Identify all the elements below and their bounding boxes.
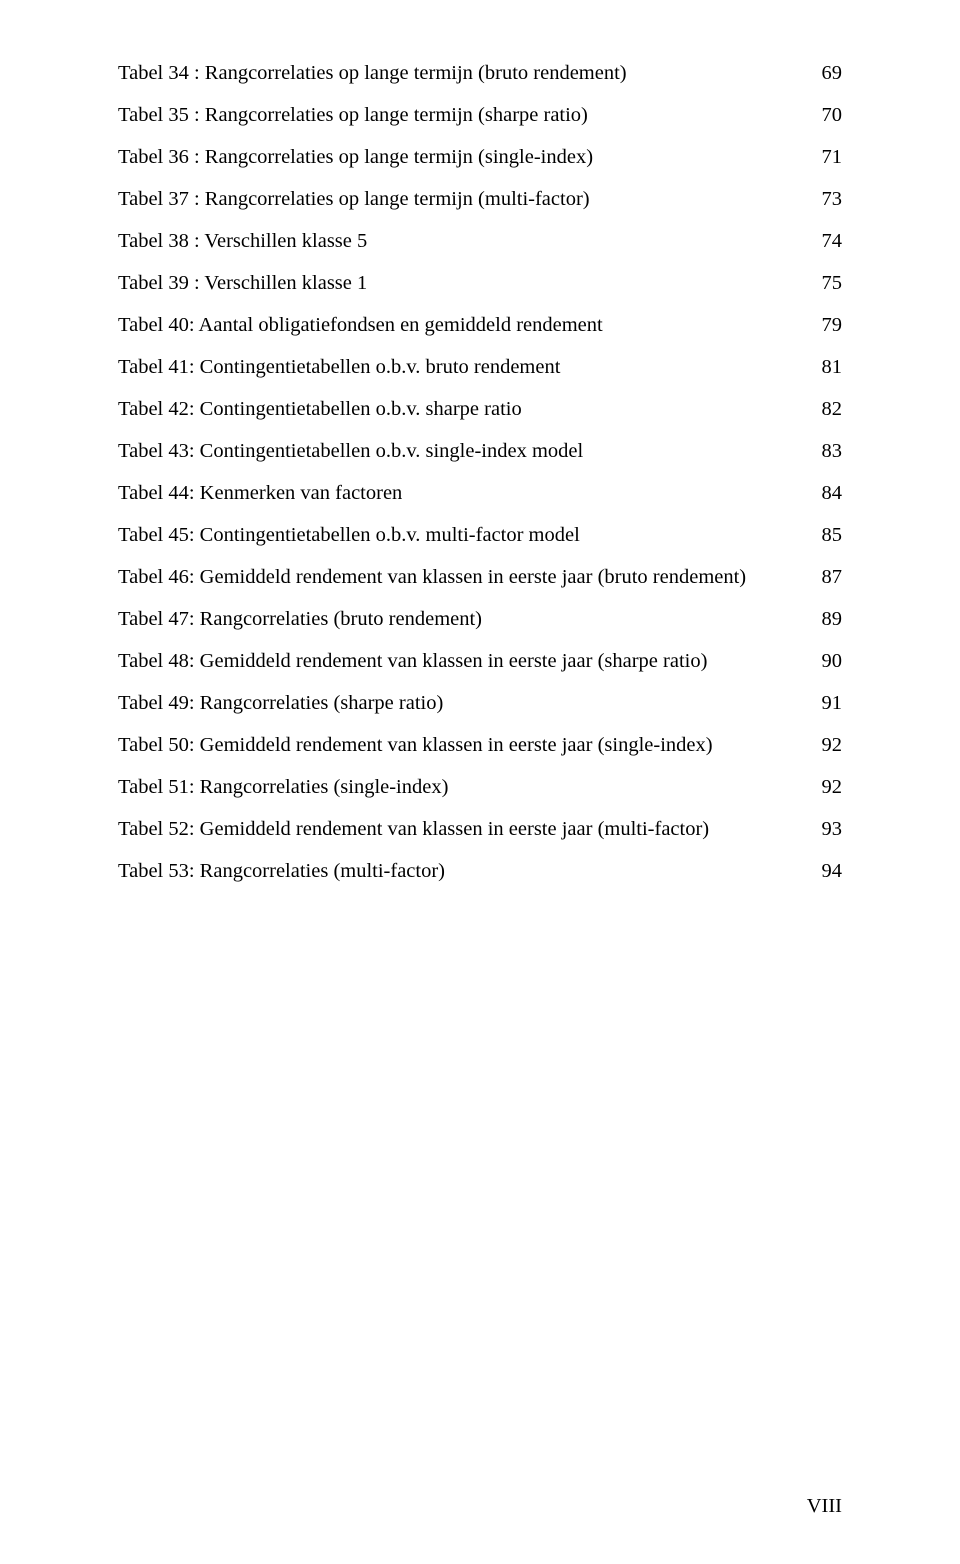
toc-entry: Tabel 45: Contingentietabellen o.b.v. mu… xyxy=(118,514,842,556)
toc-entry-page: 73 xyxy=(802,178,842,220)
toc-entry: Tabel 52: Gemiddeld rendement van klasse… xyxy=(118,808,842,850)
toc-entry-page: 71 xyxy=(802,136,842,178)
toc-entry: Tabel 41: Contingentietabellen o.b.v. br… xyxy=(118,346,842,388)
toc-entry-page: 84 xyxy=(802,472,842,514)
toc-entry-label: Tabel 47: Rangcorrelaties (bruto rendeme… xyxy=(118,598,802,640)
toc-entry-page: 79 xyxy=(802,304,842,346)
toc-entry-label: Tabel 40: Aantal obligatiefondsen en gem… xyxy=(118,304,802,346)
toc-entry-page: 74 xyxy=(802,220,842,262)
toc-entry-label: Tabel 35 : Rangcorrelaties op lange term… xyxy=(118,94,802,136)
toc-entry: Tabel 35 : Rangcorrelaties op lange term… xyxy=(118,94,842,136)
toc-entry-page: 81 xyxy=(802,346,842,388)
toc-entry-page: 82 xyxy=(802,388,842,430)
toc-entry-page: 89 xyxy=(802,598,842,640)
toc-entry-page: 90 xyxy=(802,640,842,682)
toc-entry-label: Tabel 34 : Rangcorrelaties op lange term… xyxy=(118,52,802,94)
toc-entry-label: Tabel 46: Gemiddeld rendement van klasse… xyxy=(118,556,802,598)
toc-entry-page: 93 xyxy=(802,808,842,850)
toc-entry-label: Tabel 52: Gemiddeld rendement van klasse… xyxy=(118,808,802,850)
toc-entry: Tabel 34 : Rangcorrelaties op lange term… xyxy=(118,52,842,94)
toc-entry-page: 75 xyxy=(802,262,842,304)
toc-entry: Tabel 37 : Rangcorrelaties op lange term… xyxy=(118,178,842,220)
toc-entry: Tabel 53: Rangcorrelaties (multi-factor)… xyxy=(118,850,842,892)
toc-entry-label: Tabel 41: Contingentietabellen o.b.v. br… xyxy=(118,346,802,388)
toc-entry-page: 94 xyxy=(802,850,842,892)
toc-entry-label: Tabel 36 : Rangcorrelaties op lange term… xyxy=(118,136,802,178)
toc-entry-page: 70 xyxy=(802,94,842,136)
toc-entry-label: Tabel 44: Kenmerken van factoren xyxy=(118,472,802,514)
document-page: Tabel 34 : Rangcorrelaties op lange term… xyxy=(0,0,960,1564)
toc-entry: Tabel 39 : Verschillen klasse 1 75 xyxy=(118,262,842,304)
toc-entry-page: 85 xyxy=(802,514,842,556)
toc-entry: Tabel 51: Rangcorrelaties (single-index)… xyxy=(118,766,842,808)
toc-entry-page: 91 xyxy=(802,682,842,724)
toc-entry: Tabel 40: Aantal obligatiefondsen en gem… xyxy=(118,304,842,346)
toc-entry-label: Tabel 48: Gemiddeld rendement van klasse… xyxy=(118,640,802,682)
toc-entry-label: Tabel 49: Rangcorrelaties (sharpe ratio) xyxy=(118,682,802,724)
toc-entry-page: 69 xyxy=(802,52,842,94)
toc-entry: Tabel 49: Rangcorrelaties (sharpe ratio)… xyxy=(118,682,842,724)
toc-entry: Tabel 50: Gemiddeld rendement van klasse… xyxy=(118,724,842,766)
toc-entry-page: 92 xyxy=(802,724,842,766)
toc-entry: Tabel 43: Contingentietabellen o.b.v. si… xyxy=(118,430,842,472)
toc-entry-label: Tabel 50: Gemiddeld rendement van klasse… xyxy=(118,724,802,766)
toc-entry: Tabel 46: Gemiddeld rendement van klasse… xyxy=(118,556,842,598)
toc-entry: Tabel 47: Rangcorrelaties (bruto rendeme… xyxy=(118,598,842,640)
toc-entry-page: 83 xyxy=(802,430,842,472)
toc-entry-label: Tabel 42: Contingentietabellen o.b.v. sh… xyxy=(118,388,802,430)
toc-entry-label: Tabel 53: Rangcorrelaties (multi-factor) xyxy=(118,850,802,892)
toc-entry-label: Tabel 45: Contingentietabellen o.b.v. mu… xyxy=(118,514,802,556)
toc-entry: Tabel 48: Gemiddeld rendement van klasse… xyxy=(118,640,842,682)
toc-entry: Tabel 36 : Rangcorrelaties op lange term… xyxy=(118,136,842,178)
table-of-contents: Tabel 34 : Rangcorrelaties op lange term… xyxy=(118,52,842,892)
page-number: VIII xyxy=(807,1495,842,1518)
toc-entry-label: Tabel 43: Contingentietabellen o.b.v. si… xyxy=(118,430,802,472)
toc-entry-page: 92 xyxy=(802,766,842,808)
toc-entry: Tabel 42: Contingentietabellen o.b.v. sh… xyxy=(118,388,842,430)
toc-entry: Tabel 44: Kenmerken van factoren 84 xyxy=(118,472,842,514)
toc-entry-label: Tabel 38 : Verschillen klasse 5 xyxy=(118,220,802,262)
toc-entry-label: Tabel 37 : Rangcorrelaties op lange term… xyxy=(118,178,802,220)
toc-entry-label: Tabel 51: Rangcorrelaties (single-index) xyxy=(118,766,802,808)
toc-entry-label: Tabel 39 : Verschillen klasse 1 xyxy=(118,262,802,304)
toc-entry: Tabel 38 : Verschillen klasse 5 74 xyxy=(118,220,842,262)
toc-entry-page: 87 xyxy=(802,556,842,598)
